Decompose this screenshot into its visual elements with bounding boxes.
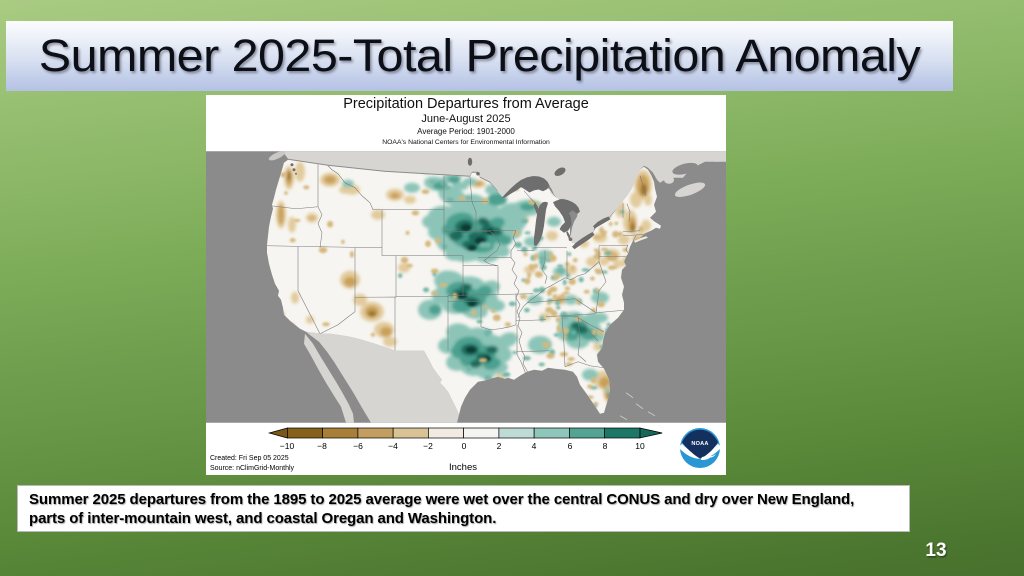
svg-text:NOAA: NOAA <box>691 441 708 447</box>
